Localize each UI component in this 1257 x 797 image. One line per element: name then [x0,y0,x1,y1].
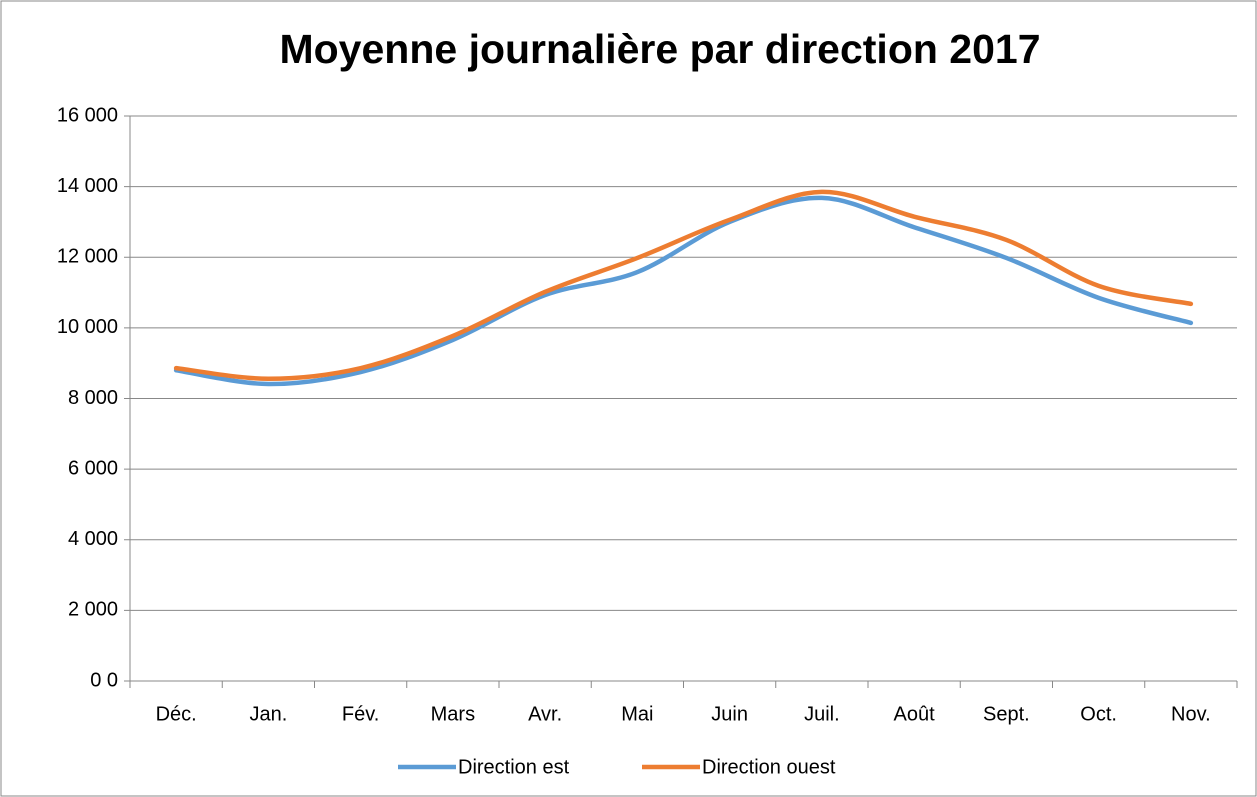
y-tick-label: 10 000 [57,316,118,338]
y-tick-label: 4 000 [68,528,118,550]
y-tick-label: 2 000 [68,599,118,621]
x-tick-label: Fév. [342,703,379,725]
x-tick-label: Mai [621,703,653,725]
x-tick-label: Juil. [804,703,840,725]
x-tick-label: Déc. [156,703,197,725]
y-tick-label: 16 000 [57,104,118,126]
y-tick-label: 0 0 [90,669,118,691]
y-tick-label: 6 000 [68,457,118,479]
y-tick-label: 8 000 [68,387,118,409]
y-tick-label: 12 000 [57,246,118,268]
series-line [173,189,1194,381]
x-tick-label: Mars [431,703,475,725]
x-tick-label: Nov. [1171,703,1211,725]
x-tick-label: Oct. [1080,703,1117,725]
legend-label: Direction ouest [702,756,836,778]
series-line [173,195,1194,387]
y-tick-label: 14 000 [57,175,118,197]
x-tick-label: Sept. [983,703,1030,725]
x-tick-label: Juin [711,703,748,725]
chart-title: Moyenne journalière par direction 2017 [279,26,1040,72]
x-tick-label: Avr. [528,703,562,725]
x-tick-label: Jan. [249,703,287,725]
legend-label: Direction est [458,756,570,778]
x-tick-label: Août [894,703,936,725]
